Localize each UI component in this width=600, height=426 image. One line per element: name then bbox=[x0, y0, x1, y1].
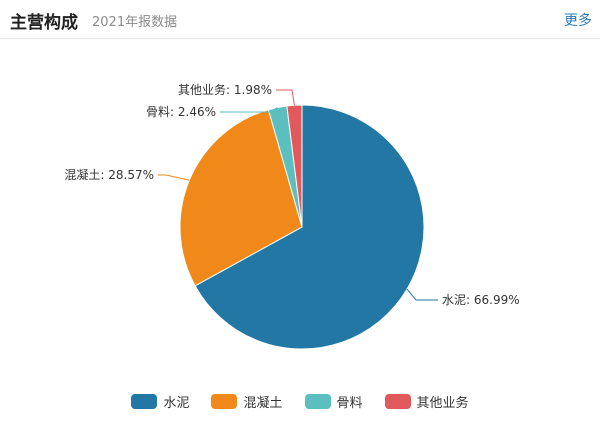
legend-item-3[interactable]: 其他业务 bbox=[384, 392, 469, 411]
leader-line-2 bbox=[220, 107, 278, 113]
legend-label-3: 其他业务 bbox=[416, 396, 469, 411]
legend-label-0: 水泥 bbox=[163, 396, 190, 411]
legend-item-2[interactable]: 骨料 bbox=[304, 392, 363, 411]
leader-line-3 bbox=[276, 89, 295, 106]
chart-legend: 水泥 混凝土 骨料 其他业务 bbox=[0, 392, 600, 411]
slice-label-0: 水泥: 66.99% bbox=[442, 293, 520, 307]
legend-swatch-0 bbox=[131, 394, 158, 409]
legend-swatch-1 bbox=[211, 394, 238, 409]
leader-line-0 bbox=[406, 288, 438, 301]
pie-chart: 水泥: 66.99% 混凝土: 28.57% 骨料: 2.46% 其他业务: 1.98… bbox=[64, 82, 520, 350]
legend-swatch-3 bbox=[384, 394, 411, 409]
pie-slice-1[interactable] bbox=[179, 109, 303, 287]
slice-label-2: 骨料: 2.46% bbox=[146, 105, 216, 119]
leader-line-1 bbox=[158, 174, 190, 181]
section-title: 主营构成 bbox=[10, 13, 78, 33]
legend-label-1: 混凝土 bbox=[243, 396, 283, 411]
section-header: 主营构成 2021年报数据 更多 bbox=[0, 0, 600, 39]
section-subtitle: 2021年报数据 bbox=[92, 15, 178, 30]
legend-label-2: 骨料 bbox=[336, 396, 363, 411]
slice-label-3: 其他业务: 1.98% bbox=[178, 82, 272, 97]
more-link[interactable]: 更多 bbox=[564, 13, 592, 29]
legend-item-1[interactable]: 混凝土 bbox=[211, 392, 283, 411]
legend-swatch-2 bbox=[304, 394, 331, 409]
slice-label-1: 混凝土: 28.57% bbox=[64, 167, 154, 182]
legend-item-0[interactable]: 水泥 bbox=[131, 392, 189, 411]
